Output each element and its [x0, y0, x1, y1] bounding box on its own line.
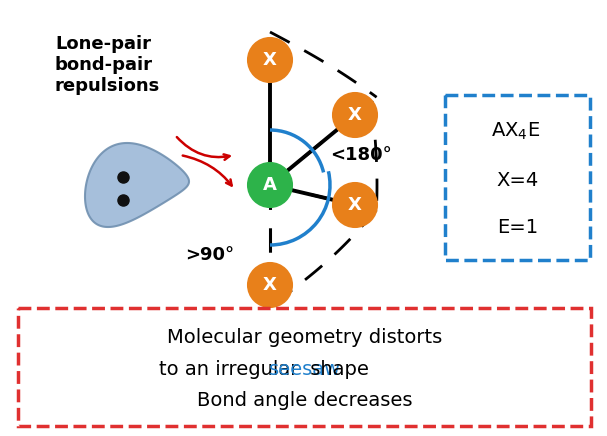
Text: Lone-pair
bond-pair
repulsions: Lone-pair bond-pair repulsions	[55, 35, 160, 95]
FancyBboxPatch shape	[18, 308, 591, 426]
Text: Bond angle decreases: Bond angle decreases	[197, 391, 412, 409]
Circle shape	[248, 163, 292, 207]
Polygon shape	[85, 143, 189, 227]
Text: AX$_4$E: AX$_4$E	[491, 121, 540, 142]
Text: X: X	[263, 51, 277, 69]
Text: X: X	[348, 196, 362, 214]
Text: X: X	[263, 276, 277, 294]
Text: <180°: <180°	[330, 146, 392, 164]
Text: seesaw: seesaw	[268, 360, 341, 379]
Text: X=4: X=4	[497, 171, 538, 190]
Text: E=1: E=1	[497, 218, 538, 236]
Text: shape: shape	[305, 360, 370, 379]
Text: X: X	[348, 106, 362, 124]
Circle shape	[333, 183, 377, 227]
Text: >90°: >90°	[185, 246, 234, 264]
Circle shape	[248, 263, 292, 307]
Circle shape	[248, 38, 292, 82]
Circle shape	[333, 93, 377, 137]
Text: Molecular geometry distorts: Molecular geometry distorts	[167, 328, 442, 347]
Text: A: A	[263, 176, 277, 194]
FancyBboxPatch shape	[445, 95, 590, 260]
Text: to an irregular: to an irregular	[159, 360, 305, 379]
